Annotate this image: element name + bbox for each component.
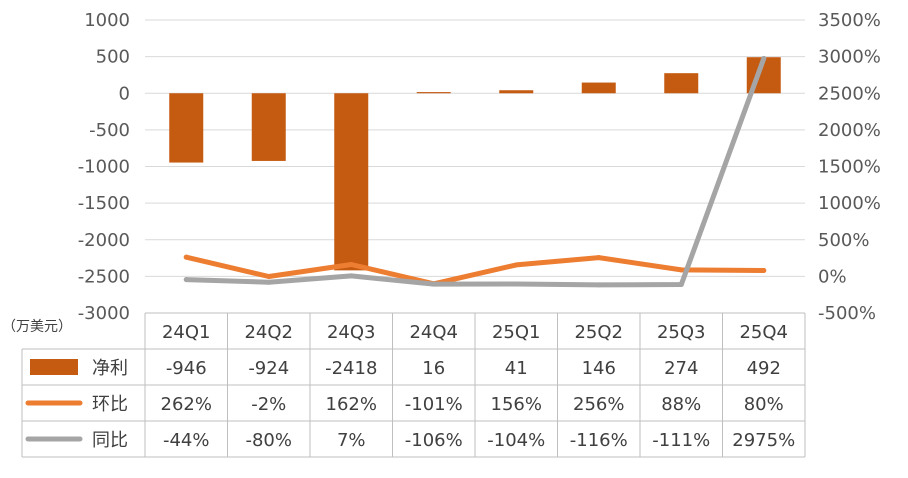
left-tick-label: -500 [89,120,130,141]
point-环比-25Q3 [678,267,684,273]
right-tick-label: 1500% [818,157,881,178]
point-环比-25Q2 [596,255,602,261]
left-tick-label: -1000 [78,157,130,178]
category-label: 24Q3 [327,322,376,343]
point-同比-24Q2 [266,279,272,285]
right-tick-label: 3500% [818,10,881,31]
data-label-环比: 256% [573,394,624,415]
bar-24Q4 [416,92,451,94]
legend-label-净利: 净利 [92,358,128,379]
data-label-净利: 41 [505,358,528,379]
unit-label: （万美元） [2,319,72,335]
data-label-同比: -111% [652,430,710,451]
left-axis: 1000 500 0 -500 -1000 -1500 -2000 -2500 -3000 [78,10,130,324]
line-同比 [183,56,767,288]
bar-25Q1 [499,90,534,94]
data-label-同比: -116% [570,430,628,451]
category-label: 24Q1 [162,322,211,343]
right-tick-label: 0% [818,266,847,287]
point-环比-24Q2 [266,274,272,280]
data-label-环比: 80% [744,394,784,415]
bar-24Q3 [334,93,369,271]
data-label-环比: -101% [405,394,463,415]
data-label-环比: 88% [661,394,701,415]
point-同比-24Q1 [183,277,189,283]
point-同比-25Q4 [761,55,767,61]
data-table: 24Q1 24Q2 24Q3 24Q4 25Q1 25Q2 25Q3 25Q4 净利 -946 -9… [21,312,806,458]
right-axis: 3500% 3000% 2500% 2000% 1500% 1000% 500% 0% -500… [818,10,881,324]
data-label-净利: 274 [664,358,698,379]
left-tick-label: 1000 [84,10,130,31]
point-同比-25Q1 [513,281,519,287]
data-label-净利: -924 [248,358,289,379]
category-label: 25Q1 [492,322,541,343]
data-label-净利: -2418 [325,358,377,379]
data-label-净利: 146 [582,358,616,379]
point-环比-25Q1 [513,262,519,268]
point-同比-25Q3 [678,282,684,288]
point-环比-24Q3 [348,262,354,268]
data-label-同比: 7% [337,430,366,451]
left-tick-label: 0 [119,83,130,104]
data-label-环比: -2% [251,394,286,415]
right-tick-label: 2500% [818,83,881,104]
left-tick-label: -2000 [78,230,130,251]
legend-key-净利 [30,359,78,375]
point-环比-24Q1 [183,254,189,260]
data-label-净利: 492 [747,358,781,379]
right-tick-label: 500% [818,230,869,251]
bar-25Q3 [664,73,699,94]
data-label-环比: 156% [491,394,542,415]
data-label-同比: -106% [405,430,463,451]
data-label-净利: 16 [422,358,445,379]
left-tick-label: -2500 [78,266,130,287]
left-tick-label: -1500 [78,193,130,214]
point-同比-24Q4 [431,281,437,287]
bar-series [169,57,781,271]
left-tick-label: 500 [96,47,130,68]
right-tick-label: 2000% [818,120,881,141]
data-label-环比: 162% [326,394,377,415]
data-label-净利: -946 [166,358,207,379]
category-label: 25Q2 [574,322,623,343]
right-tick-label: 1000% [818,193,881,214]
data-label-同比: -80% [245,430,292,451]
bar-24Q1 [169,93,204,163]
data-label-同比: -104% [487,430,545,451]
point-同比-24Q3 [348,273,354,279]
right-tick-label: 3000% [818,47,881,68]
category-label: 24Q4 [409,322,458,343]
category-label: 25Q4 [739,322,788,343]
legend-label-同比: 同比 [92,430,128,451]
bar-24Q2 [251,93,286,161]
data-label-同比: -44% [163,430,210,451]
legend-label-环比: 环比 [92,394,128,415]
category-label: 25Q3 [657,322,706,343]
point-同比-25Q2 [596,282,602,288]
bar-25Q2 [581,82,616,94]
line-环比 [183,254,767,287]
category-label: 24Q2 [244,322,293,343]
right-tick-label: -500% [818,303,876,324]
point-环比-25Q4 [761,268,767,274]
left-tick-label: -3000 [78,303,130,324]
data-label-同比: 2975% [732,430,795,451]
line-series [183,55,767,288]
data-label-环比: 262% [161,394,212,415]
